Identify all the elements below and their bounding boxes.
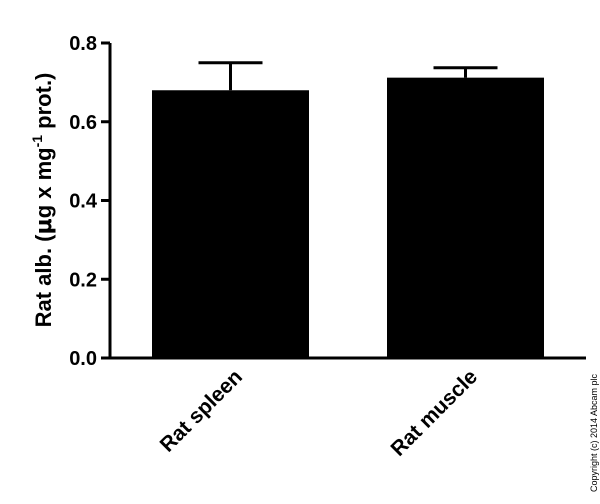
y-axis-title: Rat alb. (μg x mg-1 prot.) xyxy=(29,73,57,328)
y-tick-label: 0.8 xyxy=(69,33,97,55)
y-tick-label: 0.2 xyxy=(69,269,97,291)
error-bars-group xyxy=(198,61,498,91)
copyright-notice: Copyright (c) 2014 Abcam plc xyxy=(589,373,599,492)
y-tick-label: 0.4 xyxy=(69,191,98,213)
x-label-rat-spleen: Rat spleen xyxy=(156,365,247,456)
y-tick-label: 0.6 xyxy=(69,112,97,134)
x-label-rat-muscle: Rat muscle xyxy=(387,365,482,460)
x-category-labels: Rat spleen Rat muscle xyxy=(156,365,482,460)
bars-group xyxy=(152,77,544,359)
bar-rat-spleen xyxy=(152,90,309,358)
y-ticks-group: 0.0 0.2 0.4 0.6 0.8 xyxy=(69,33,110,370)
y-tick-label: 0.0 xyxy=(69,348,97,370)
bar-rat-muscle xyxy=(387,77,544,359)
